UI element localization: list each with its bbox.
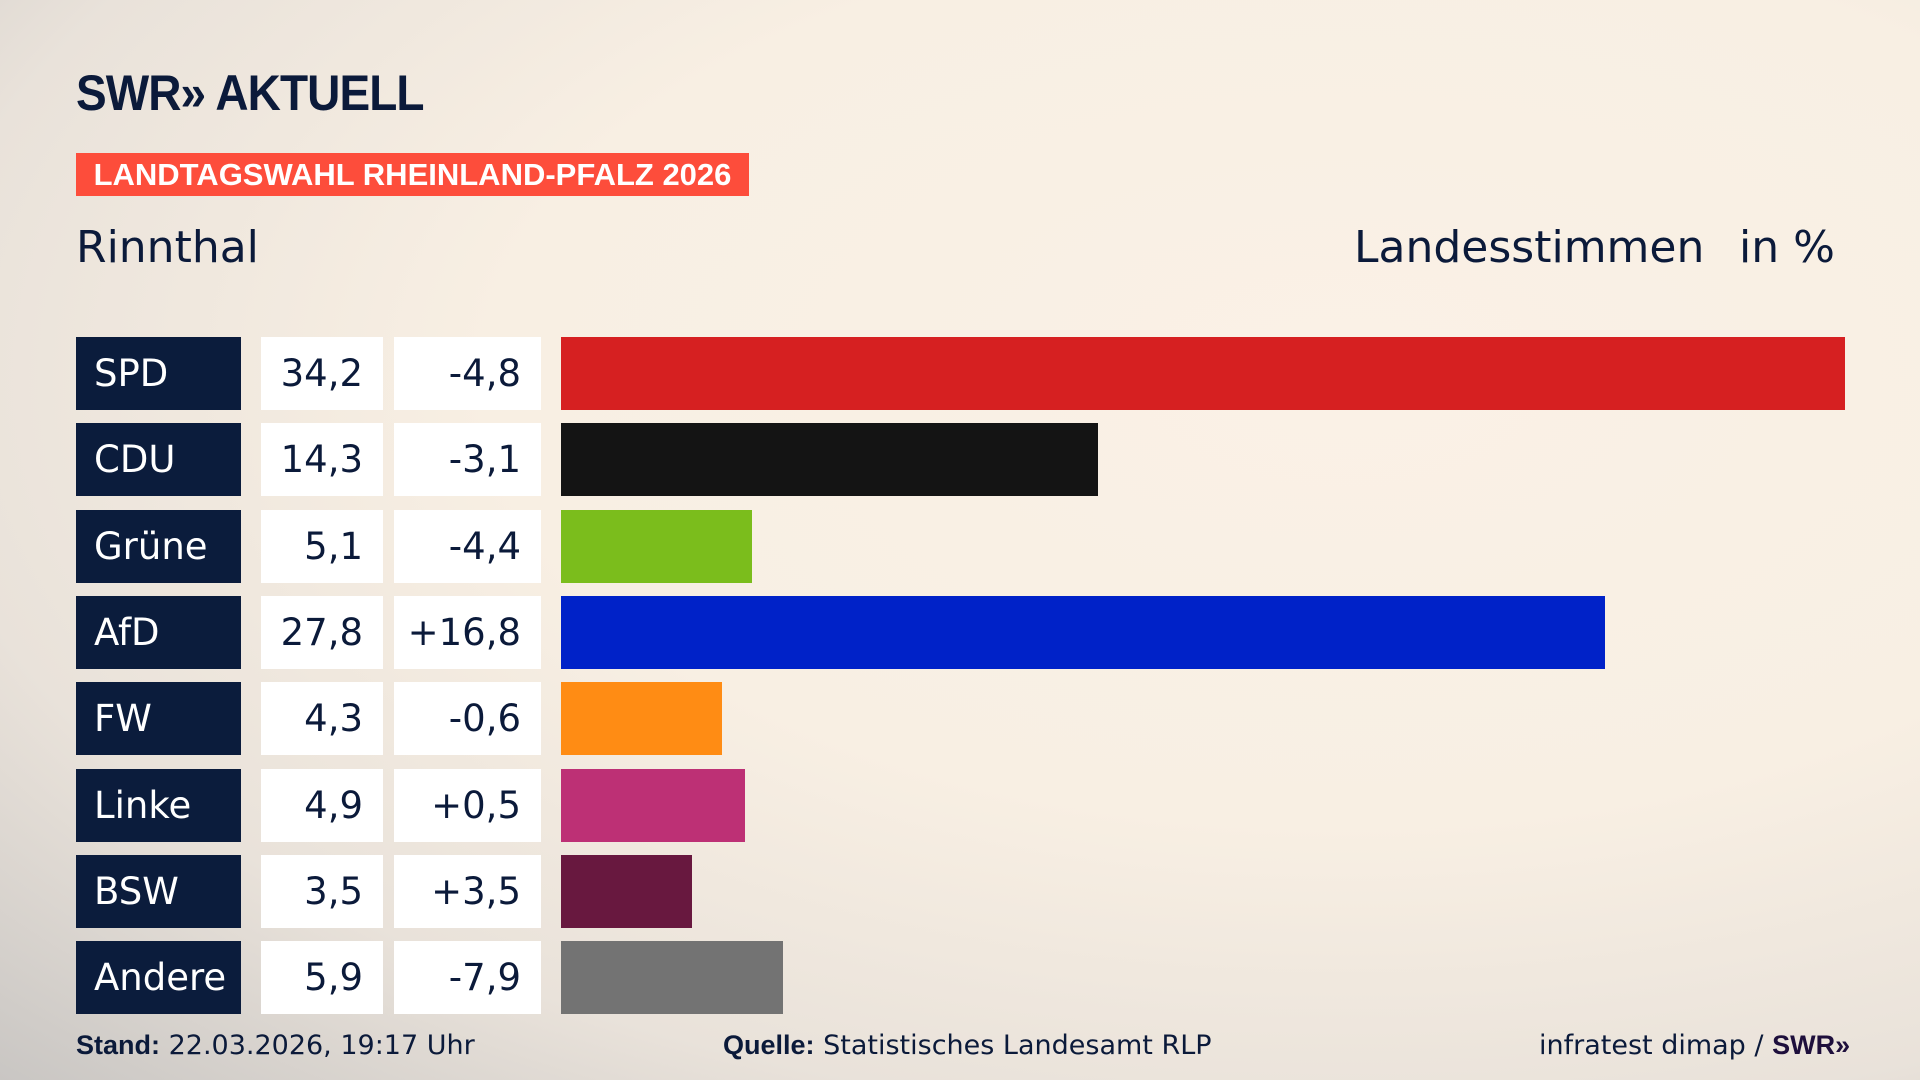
bar-bsw xyxy=(561,854,693,928)
credit: infratest dimap / SWR» xyxy=(1539,1030,1850,1061)
source: Quelle: Statistisches Landesamt RLP xyxy=(723,1030,1212,1061)
party-label: Linke xyxy=(76,768,241,842)
value-label: 5,1 xyxy=(261,509,383,583)
unit-label: in % xyxy=(1739,222,1835,273)
credit-text: infratest dimap / xyxy=(1539,1030,1773,1061)
diff-label: +0,5 xyxy=(394,768,541,842)
value-label: 3,5 xyxy=(261,854,383,928)
party-label: Grüne xyxy=(76,509,241,583)
diff-label: -3,1 xyxy=(394,423,541,497)
bar-linke xyxy=(561,768,745,842)
diff-label: +16,8 xyxy=(394,595,541,669)
source-label: Quelle: xyxy=(723,1030,815,1060)
diff-label: -4,4 xyxy=(394,509,541,583)
party-label: AfD xyxy=(76,595,241,669)
diff-label: -0,6 xyxy=(394,682,541,756)
swr-aktuell-logo: SWR» AKTUELL xyxy=(76,65,424,121)
stand-value: 22.03.2026, 19:17 Uhr xyxy=(168,1030,475,1061)
bar-afd xyxy=(561,595,1605,669)
measure-label: Landesstimmen xyxy=(1354,222,1705,273)
value-label: 14,3 xyxy=(261,423,383,497)
stand: Stand: 22.03.2026, 19:17 Uhr xyxy=(76,1030,475,1061)
election-banner: LANDTAGSWAHL RHEINLAND-PFALZ 2026 xyxy=(76,153,749,196)
diff-label: -4,8 xyxy=(394,337,541,410)
value-label: 5,9 xyxy=(261,941,383,1015)
bar-spd xyxy=(561,337,1845,410)
source-value: Statistisches Landesamt RLP xyxy=(823,1030,1212,1061)
bar-cdu xyxy=(561,423,1098,497)
value-label: 4,3 xyxy=(261,682,383,756)
diff-label: -7,9 xyxy=(394,941,541,1015)
party-label: CDU xyxy=(76,423,241,497)
party-label: BSW xyxy=(76,854,241,928)
bar-andere xyxy=(561,941,783,1015)
swr-small-logo: SWR» xyxy=(1772,1030,1851,1060)
party-label: Andere xyxy=(76,941,241,1015)
place-title: Rinnthal xyxy=(76,222,259,273)
bar-fw xyxy=(561,682,723,756)
bar-grüne xyxy=(561,509,753,583)
stand-label: Stand: xyxy=(76,1030,160,1060)
value-label: 4,9 xyxy=(261,768,383,842)
diff-label: +3,5 xyxy=(394,854,541,928)
value-label: 34,2 xyxy=(261,337,383,410)
party-label: SPD xyxy=(76,337,241,410)
value-label: 27,8 xyxy=(261,595,383,669)
party-label: FW xyxy=(76,682,241,756)
